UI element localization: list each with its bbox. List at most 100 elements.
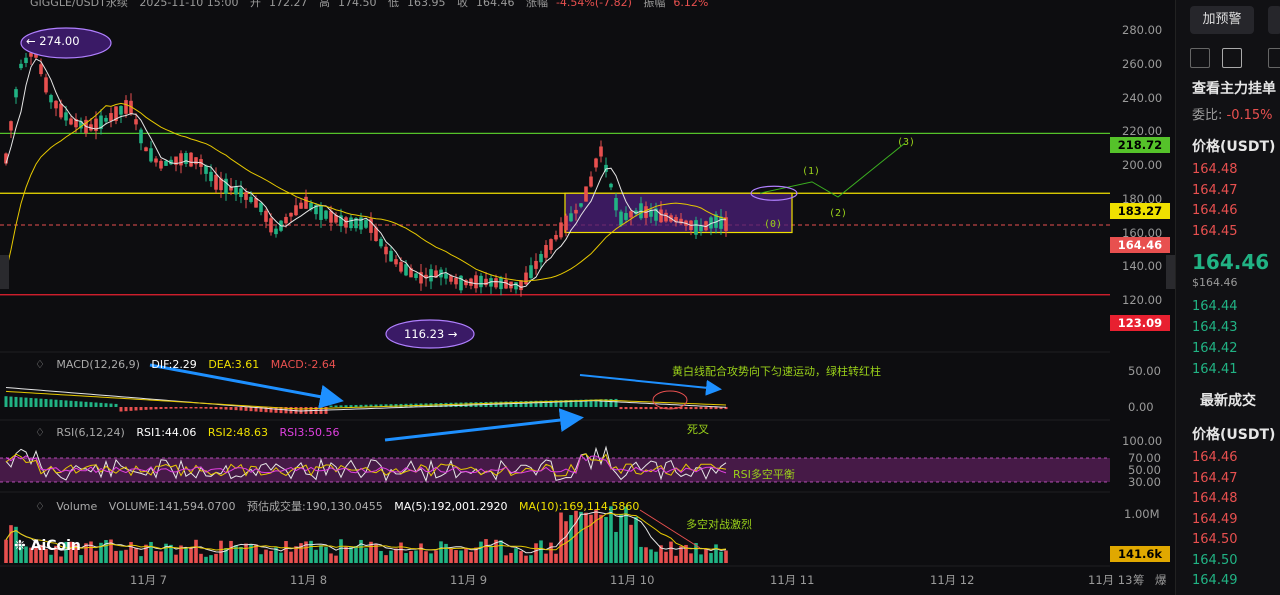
trades-price-header: 价格(USDT) bbox=[1192, 427, 1276, 443]
candle-body bbox=[544, 245, 548, 258]
candle-body bbox=[404, 264, 408, 276]
candle-body bbox=[79, 121, 83, 129]
bell-icon[interactable]: ♢ bbox=[35, 500, 45, 513]
trade-row: 164.49 bbox=[1192, 511, 1238, 527]
rsi2-value: RSI2:48.63 bbox=[207, 426, 268, 439]
candle-body bbox=[329, 210, 333, 223]
ohlc-header: GIGGLE/USDT永续 2025-11-10 15:00 开 172.27 高… bbox=[30, 0, 716, 10]
ask-row[interactable]: 164.47 bbox=[1192, 182, 1238, 198]
pair-title: GIGGLE/USDT永续 bbox=[30, 0, 128, 9]
candle-body bbox=[174, 156, 178, 165]
candle-body bbox=[624, 213, 628, 220]
chips-tab[interactable]: 筹 bbox=[1133, 573, 1145, 587]
volume-bar bbox=[484, 539, 488, 563]
main-orders-title[interactable]: 查看主力挂单 bbox=[1192, 81, 1276, 97]
macd-histogram-bar bbox=[579, 399, 583, 407]
candle-body bbox=[414, 273, 418, 278]
volume-bar bbox=[564, 521, 568, 563]
rsi-axis-70: 70.00 bbox=[1128, 451, 1161, 465]
candle-body bbox=[519, 280, 523, 291]
candle-body bbox=[154, 158, 158, 163]
trade-row: 164.50 bbox=[1192, 552, 1238, 568]
macd-histogram-bar bbox=[534, 400, 538, 407]
candle-body bbox=[459, 275, 463, 291]
bid-row[interactable]: 164.44 bbox=[1192, 299, 1238, 314]
macd-histogram-bar bbox=[299, 407, 303, 414]
volume-bar bbox=[519, 551, 523, 563]
latest-trades-title[interactable]: 最新成交 bbox=[1200, 393, 1256, 409]
macd-histogram-bar bbox=[379, 404, 383, 407]
ask-row[interactable]: 164.48 bbox=[1192, 162, 1238, 177]
liquidation-tab[interactable]: 爆 bbox=[1155, 573, 1167, 587]
ask-row[interactable]: 164.45 bbox=[1192, 223, 1238, 239]
candle-body bbox=[479, 275, 483, 288]
trade-row: 164.47 bbox=[1192, 470, 1238, 486]
candle-body bbox=[109, 113, 113, 122]
logo-icon: ❉ bbox=[14, 538, 31, 554]
volume-bar bbox=[449, 548, 453, 563]
orderbook-asks-icon[interactable] bbox=[1268, 48, 1280, 68]
volume-bar bbox=[159, 551, 163, 563]
candle-body bbox=[534, 260, 538, 269]
add-alert-button[interactable]: 加预警 bbox=[1190, 6, 1254, 34]
rsi-note: RSI多空平衡 bbox=[733, 468, 795, 481]
macd-histogram-bar bbox=[454, 402, 458, 407]
rsi-axis-50: 50.00 bbox=[1128, 463, 1161, 477]
macd-histogram-bar bbox=[714, 407, 718, 410]
macd-histogram-bar bbox=[514, 401, 518, 407]
volume-note: 多空对战激烈 bbox=[686, 518, 752, 531]
rsi2-line bbox=[5, 453, 727, 477]
volume-bar bbox=[314, 549, 318, 563]
macd-histogram-bar bbox=[224, 407, 228, 410]
candle-body bbox=[714, 214, 718, 228]
candle-body bbox=[164, 160, 168, 166]
ma-fast-line bbox=[5, 58, 727, 288]
volume-bar bbox=[354, 545, 358, 563]
volume-bar bbox=[274, 547, 278, 563]
macd-histogram-bar bbox=[134, 407, 138, 411]
macd-note: 黄白线配合攻势向下匀速运动，绿柱转红柱 bbox=[672, 365, 881, 378]
bell-icon[interactable]: ♢ bbox=[35, 358, 45, 371]
macd-histogram-bar bbox=[654, 407, 658, 410]
candle-body bbox=[444, 273, 448, 279]
volume-bar bbox=[209, 555, 213, 563]
volume-bar bbox=[79, 555, 83, 563]
macd-histogram-bar bbox=[124, 407, 128, 412]
volume-bar bbox=[679, 546, 683, 563]
right-collapse-handle[interactable] bbox=[1166, 255, 1175, 289]
macd-histogram-bar bbox=[254, 407, 258, 412]
volume-bar bbox=[434, 550, 438, 563]
change-label: 涨幅 bbox=[525, 0, 548, 9]
candle-body bbox=[484, 278, 488, 286]
macd-histogram-bar bbox=[719, 407, 723, 410]
volume-bar bbox=[329, 553, 333, 563]
more-button[interactable] bbox=[1268, 6, 1280, 34]
volume-bar bbox=[194, 539, 198, 563]
bid-row[interactable]: 164.41 bbox=[1192, 362, 1238, 377]
candle-body bbox=[324, 210, 328, 219]
macd-histogram-bar bbox=[364, 404, 368, 407]
left-collapse-handle[interactable] bbox=[0, 255, 9, 289]
bell-icon[interactable]: ♢ bbox=[35, 426, 45, 439]
date-axis-tick: 11月 11 bbox=[770, 573, 815, 587]
volume-bar bbox=[394, 548, 398, 563]
ask-row[interactable]: 164.46 bbox=[1192, 203, 1238, 218]
bid-row[interactable]: 164.42 bbox=[1192, 341, 1238, 356]
volume-bar bbox=[19, 544, 23, 563]
chart-area[interactable]: GIGGLE/USDT永续 2025-11-10 15:00 开 172.27 高… bbox=[0, 0, 1175, 595]
volume-bar bbox=[14, 526, 18, 563]
bid-row[interactable]: 164.43 bbox=[1192, 320, 1238, 335]
rsi-header: ♢ RSI(6,12,24) RSI1:44.06 RSI2:48.63 RSI… bbox=[35, 426, 348, 439]
macd-histogram-bar bbox=[689, 407, 693, 410]
open-value: 172.27 bbox=[268, 0, 308, 9]
macd-histogram-bar bbox=[524, 401, 528, 407]
macd-histogram-bar bbox=[34, 398, 38, 407]
orderbook-both-icon[interactable] bbox=[1190, 48, 1210, 68]
candlestick-chart[interactable] bbox=[0, 0, 1175, 595]
macd-histogram-bar bbox=[634, 407, 638, 410]
candle-body bbox=[359, 217, 363, 230]
orderbook-bids-icon[interactable] bbox=[1222, 48, 1242, 68]
volume-bar bbox=[704, 548, 708, 563]
candle-body bbox=[424, 274, 428, 279]
candle-body bbox=[654, 208, 658, 221]
